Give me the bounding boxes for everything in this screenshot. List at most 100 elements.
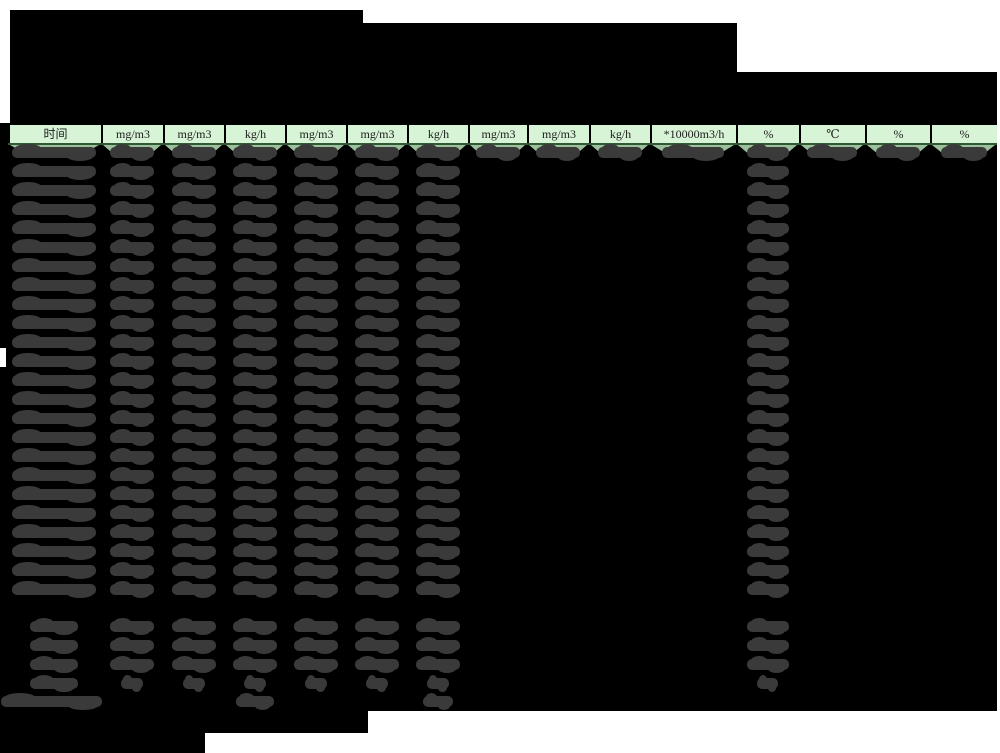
redacted-value-blob <box>415 277 460 294</box>
redacted-value-blob <box>171 656 216 673</box>
redacted-value-blob <box>415 505 460 522</box>
redacted-value-blob <box>293 372 338 389</box>
redacted-value-blob <box>110 201 154 218</box>
redacted-time-blob <box>12 315 96 332</box>
redacted-table-body <box>0 123 997 711</box>
redacted-value-blob <box>304 675 327 692</box>
redacted-value-blob <box>110 144 154 161</box>
redacted-value-blob <box>746 334 789 351</box>
redacted-value-blob <box>746 656 789 673</box>
redacted-value-blob <box>746 543 789 560</box>
redacted-value-blob <box>293 315 338 332</box>
column-header-3: mg/m3 <box>163 125 224 143</box>
redacted-time-blob <box>12 562 96 579</box>
redacted-value-blob <box>415 448 460 465</box>
redacted-value-blob <box>415 296 460 313</box>
redacted-time-blob <box>12 182 96 199</box>
redacted-value-blob <box>354 315 399 332</box>
redacted-value-blob <box>171 429 216 446</box>
redacted-value-blob <box>232 220 277 237</box>
redacted-value-blob <box>232 637 277 654</box>
redacted-value-blob <box>110 543 154 560</box>
redacted-value-blob <box>293 618 338 635</box>
redacted-time-blob <box>12 467 96 484</box>
redacted-value-blob <box>354 277 399 294</box>
redacted-time-blob <box>12 296 96 313</box>
redacted-value-blob <box>232 486 277 503</box>
redacted-value-blob <box>354 637 399 654</box>
redacted-value-blob <box>232 144 277 161</box>
redacted-value-blob <box>475 144 520 161</box>
redacted-value-blob <box>415 391 460 408</box>
column-header-15: % <box>930 125 997 143</box>
redacted-time-blob <box>12 239 96 256</box>
redacted-value-blob <box>110 296 154 313</box>
column-header-2: mg/m3 <box>101 125 163 143</box>
redacted-value-blob <box>110 618 154 635</box>
redacted-value-blob <box>746 163 789 180</box>
redacted-value-blob <box>121 675 143 692</box>
redacted-value-blob <box>232 353 277 370</box>
redacted-value-blob <box>415 524 460 541</box>
redacted-value-blob <box>235 693 274 710</box>
redacted-value-blob <box>232 258 277 275</box>
redacted-value-blob <box>746 429 789 446</box>
redacted-value-blob <box>746 296 789 313</box>
redacted-value-blob <box>354 258 399 275</box>
redacted-time-blob <box>12 277 96 294</box>
redacted-time-blob <box>12 258 96 275</box>
redacted-value-blob <box>232 448 277 465</box>
redacted-value-blob <box>232 239 277 256</box>
redacted-value-blob <box>293 391 338 408</box>
redacted-time-blob <box>12 220 96 237</box>
column-header-5: mg/m3 <box>285 125 346 143</box>
redacted-time-blob <box>12 353 96 370</box>
redacted-value-blob <box>293 277 338 294</box>
redacted-value-blob <box>232 201 277 218</box>
redacted-table-bottom-step1 <box>0 711 368 733</box>
redacted-value-blob <box>415 372 460 389</box>
redacted-value-blob <box>110 467 154 484</box>
redacted-value-blob <box>171 372 216 389</box>
redacted-value-blob <box>354 163 399 180</box>
redacted-value-blob <box>875 144 920 161</box>
redacted-value-blob <box>232 543 277 560</box>
redacted-value-blob <box>171 239 216 256</box>
redacted-value-blob <box>746 144 789 161</box>
column-header-7: kg/h <box>407 125 468 143</box>
redacted-value-blob <box>415 618 460 635</box>
redacted-value-blob <box>415 201 460 218</box>
redacted-value-blob <box>110 524 154 541</box>
redacted-value-blob <box>746 239 789 256</box>
redacted-value-blob <box>232 182 277 199</box>
redacted-value-blob <box>293 410 338 427</box>
redacted-value-blob <box>171 258 216 275</box>
redacted-value-blob <box>746 201 789 218</box>
redacted-value-blob <box>415 182 460 199</box>
redacted-value-blob <box>415 220 460 237</box>
redacted-value-blob <box>354 486 399 503</box>
redacted-summary-label-blob <box>30 637 78 654</box>
redacted-value-blob <box>354 524 399 541</box>
redacted-value-blob <box>415 163 460 180</box>
redacted-value-blob <box>415 486 460 503</box>
redacted-value-blob <box>354 391 399 408</box>
redacted-value-blob <box>110 391 154 408</box>
redacted-value-blob <box>110 486 154 503</box>
redacted-value-blob <box>415 467 460 484</box>
redacted-summary-label-blob <box>30 618 78 635</box>
redacted-value-blob <box>171 410 216 427</box>
redacted-value-blob <box>171 296 216 313</box>
redacted-value-blob <box>232 277 277 294</box>
redacted-value-blob <box>293 353 338 370</box>
redacted-summary-label-blob <box>30 656 78 673</box>
redacted-value-blob <box>110 656 154 673</box>
column-header-1: 时间 <box>8 125 101 143</box>
redacted-value-blob <box>746 618 789 635</box>
redacted-value-blob <box>746 562 789 579</box>
redacted-value-blob <box>110 410 154 427</box>
redacted-info-block <box>10 72 997 123</box>
redacted-value-blob <box>536 144 580 161</box>
redacted-value-blob <box>293 505 338 522</box>
redacted-value-blob <box>110 581 154 598</box>
